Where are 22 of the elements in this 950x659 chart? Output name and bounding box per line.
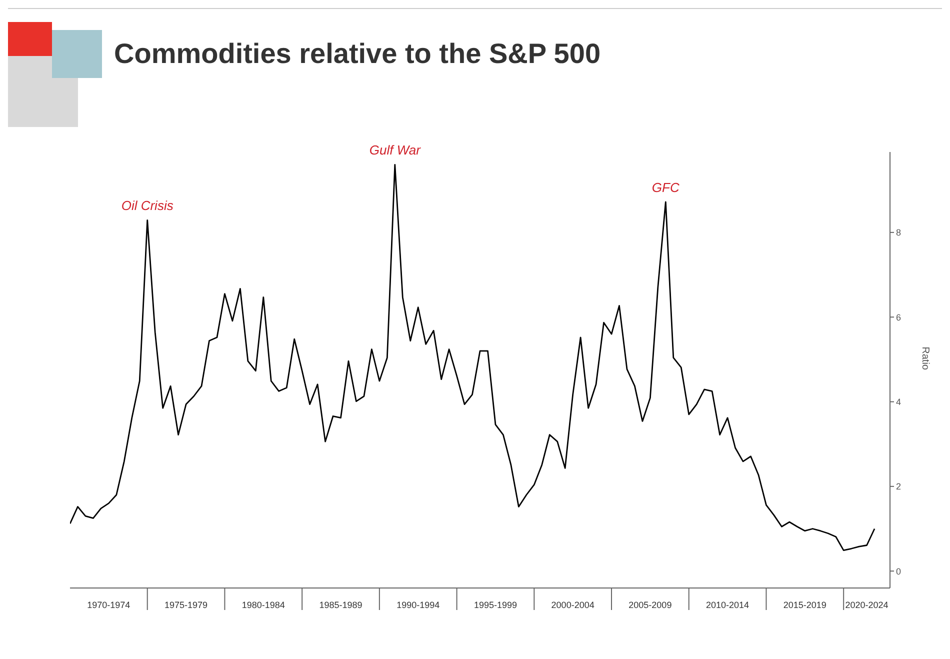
annotation: Gulf War (369, 142, 422, 158)
x-tick-label: 1995-1999 (474, 600, 517, 610)
x-tick-label: 1975-1979 (164, 600, 208, 610)
x-tick-label: 1985-1989 (319, 600, 362, 610)
x-tick-label: 2020-2024 (845, 600, 888, 610)
y-tick-label: 6 (896, 312, 902, 322)
x-tick-label: 1970-1974 (87, 600, 130, 610)
x-tick-label: 1980-1984 (242, 600, 285, 610)
x-tick-label: 1990-1994 (396, 600, 440, 610)
y-tick-label: 8 (896, 228, 902, 238)
y-axis-title: Ratio (919, 346, 930, 370)
annotation: GFC (652, 180, 680, 195)
line-series (70, 164, 876, 552)
chart-title: Commodities relative to the S&P 500 (114, 38, 601, 70)
y-tick-label: 4 (896, 396, 902, 407)
x-tick-label: 2015-2019 (783, 600, 826, 610)
y-tick-label: 0 (896, 566, 902, 576)
y-tick-label: 2 (896, 482, 902, 492)
x-tick-label: 2005-2009 (628, 600, 672, 610)
annotation: Oil Crisis (121, 198, 174, 214)
x-tick-label: 2010-2014 (706, 600, 750, 610)
x-tick-label: 2000-2004 (551, 600, 594, 610)
